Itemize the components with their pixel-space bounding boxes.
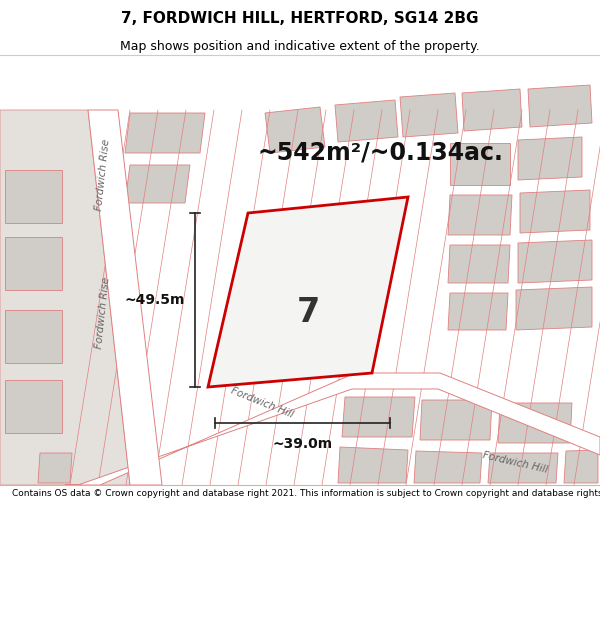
Text: Map shows position and indicative extent of the property.: Map shows position and indicative extent… — [120, 39, 480, 52]
Text: Fordwich Hill: Fordwich Hill — [481, 451, 548, 476]
Polygon shape — [5, 237, 62, 290]
Polygon shape — [564, 450, 598, 483]
Polygon shape — [462, 89, 522, 131]
Polygon shape — [414, 451, 482, 483]
Text: 7, FORDWICH HILL, HERTFORD, SG14 2BG: 7, FORDWICH HILL, HERTFORD, SG14 2BG — [121, 11, 479, 26]
Polygon shape — [450, 143, 510, 185]
Polygon shape — [528, 85, 592, 127]
Polygon shape — [5, 170, 62, 223]
Polygon shape — [335, 100, 398, 142]
Polygon shape — [520, 190, 590, 233]
Text: ~39.0m: ~39.0m — [272, 437, 332, 451]
Polygon shape — [5, 310, 62, 363]
Polygon shape — [0, 110, 130, 485]
Text: Fordwich Rise: Fordwich Rise — [94, 277, 112, 349]
Text: Contains OS data © Crown copyright and database right 2021. This information is : Contains OS data © Crown copyright and d… — [12, 489, 600, 498]
Text: ~49.5m: ~49.5m — [125, 293, 185, 307]
Polygon shape — [518, 137, 582, 180]
Polygon shape — [448, 195, 512, 235]
Text: ~542m²/~0.134ac.: ~542m²/~0.134ac. — [257, 141, 503, 165]
Polygon shape — [448, 293, 508, 330]
Polygon shape — [400, 93, 458, 137]
Polygon shape — [88, 110, 162, 485]
Polygon shape — [38, 453, 72, 483]
Text: Fordwich Hill: Fordwich Hill — [229, 386, 295, 420]
Polygon shape — [125, 113, 205, 153]
Polygon shape — [448, 245, 510, 283]
Polygon shape — [5, 380, 62, 433]
Polygon shape — [516, 287, 592, 330]
Polygon shape — [65, 373, 600, 485]
Polygon shape — [488, 453, 558, 483]
Text: Fordwich Rise: Fordwich Rise — [94, 139, 112, 211]
Polygon shape — [420, 400, 492, 440]
Polygon shape — [338, 447, 408, 483]
Polygon shape — [498, 403, 572, 443]
Polygon shape — [342, 397, 415, 437]
Polygon shape — [518, 240, 592, 283]
Polygon shape — [265, 107, 325, 153]
Polygon shape — [125, 165, 190, 203]
Polygon shape — [208, 197, 408, 387]
Text: 7: 7 — [296, 296, 320, 329]
